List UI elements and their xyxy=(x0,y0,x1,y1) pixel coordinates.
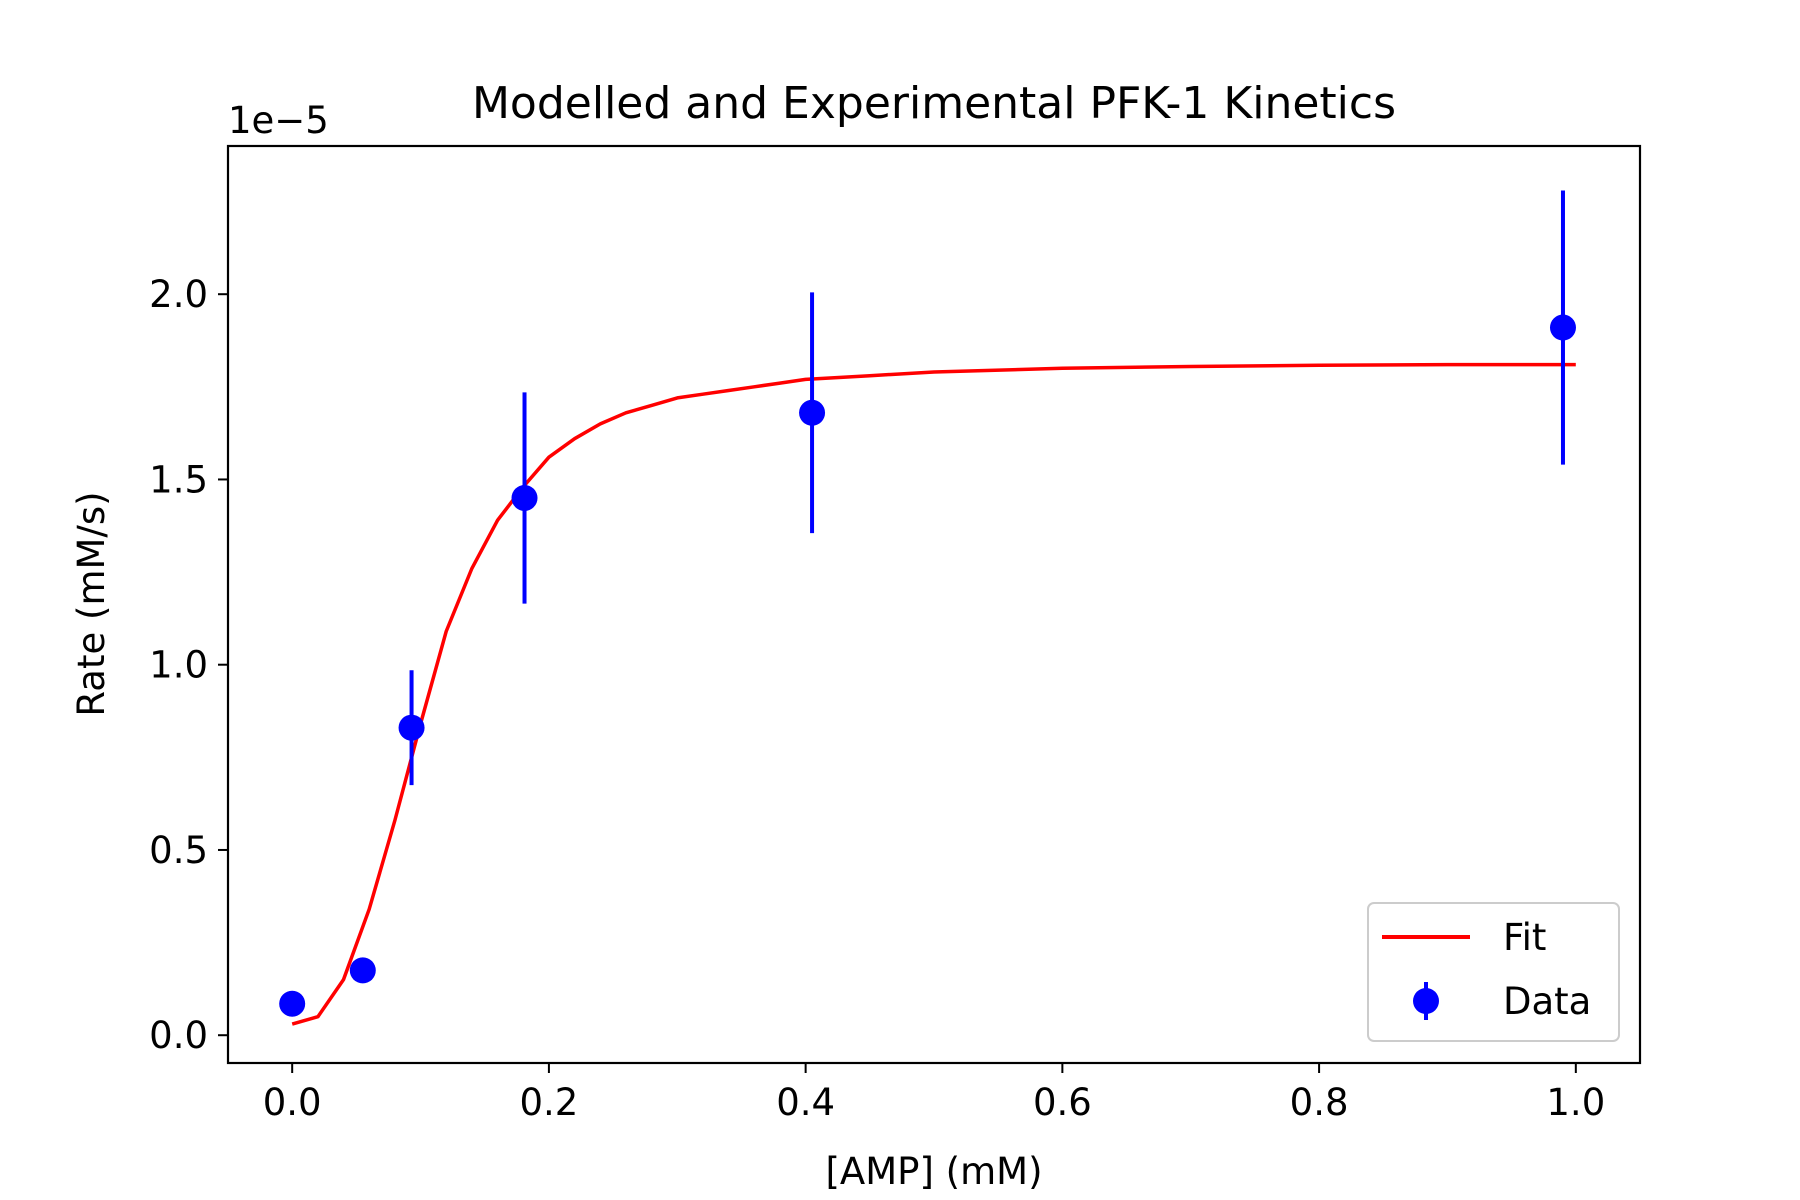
legend-fit-label: Fit xyxy=(1503,916,1546,959)
y-tick-label: 2.0 xyxy=(149,273,208,316)
fit-line xyxy=(291,362,1576,1026)
plot-frame xyxy=(226,144,1642,1065)
data-point xyxy=(799,399,826,426)
y-axis-ticks: 0.0 0.5 1.0 1.5 2.0 xyxy=(149,273,228,1057)
y-offset-label: 1e−5 xyxy=(228,99,329,142)
legend-data-marker xyxy=(1413,988,1439,1014)
x-tick-label: 0.4 xyxy=(776,1081,835,1124)
series-layer xyxy=(279,190,1576,1026)
data-point xyxy=(279,990,306,1017)
x-axis-ticks: 0.0 0.2 0.4 0.6 0.8 1.0 xyxy=(263,1063,1605,1124)
x-tick-label: 0.0 xyxy=(263,1081,322,1124)
y-tick-label: 0.5 xyxy=(149,829,208,872)
legend-data-label: Data xyxy=(1503,980,1591,1023)
x-tick-label: 0.8 xyxy=(1290,1081,1349,1124)
data-point xyxy=(349,957,376,984)
y-tick-label: 0.0 xyxy=(149,1014,208,1057)
data-point xyxy=(511,484,538,511)
x-axis-label: [AMP] (mM) xyxy=(825,1150,1042,1193)
y-axis-label: Rate (mM/s) xyxy=(70,491,113,716)
data-point xyxy=(1549,314,1576,341)
y-tick-label: 1.0 xyxy=(149,644,208,687)
y-tick-label: 1.5 xyxy=(149,458,208,501)
data-point xyxy=(398,714,425,741)
chart-title: Modelled and Experimental PFK-1 Kinetics xyxy=(472,78,1396,129)
x-tick-label: 0.2 xyxy=(519,1081,578,1124)
x-tick-label: 0.6 xyxy=(1033,1081,1092,1124)
x-tick-label: 1.0 xyxy=(1546,1081,1605,1124)
legend: Fit Data xyxy=(1367,902,1620,1042)
